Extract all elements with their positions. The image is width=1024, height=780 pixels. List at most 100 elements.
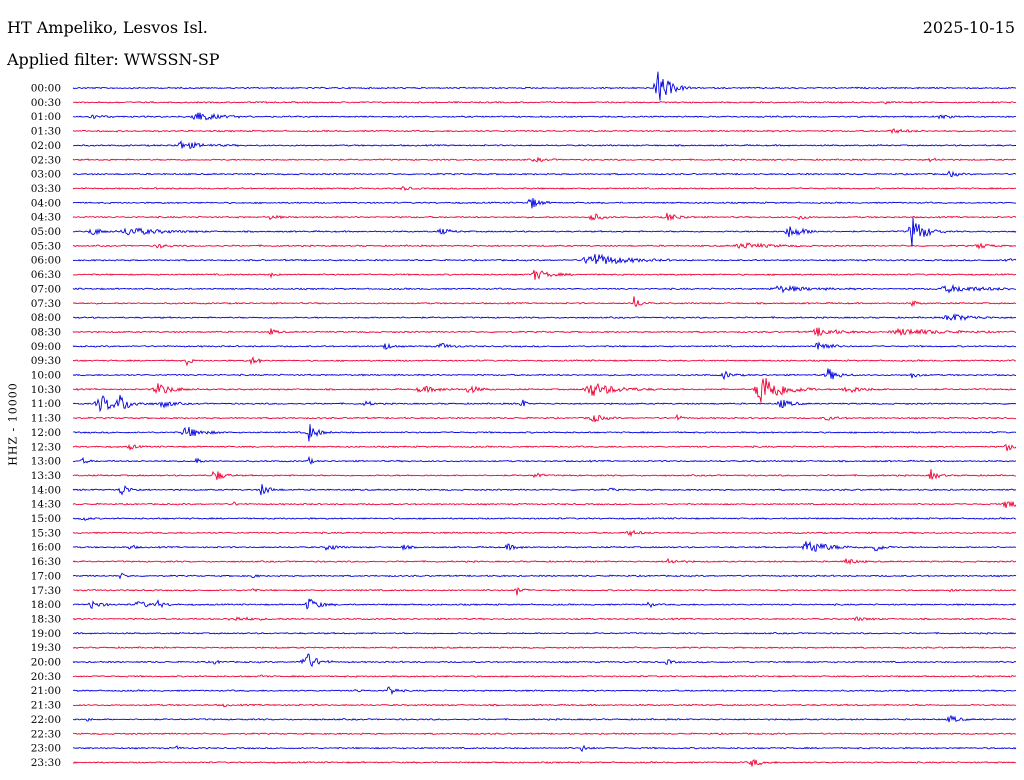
trace-1630 [72, 557, 1017, 566]
trace-1400 [72, 484, 1017, 496]
trace-0600 [72, 253, 1017, 265]
station-title: HT Ampeliko, Lesvos Isl. [7, 18, 208, 37]
trace-0530 [72, 242, 1017, 250]
trace-1830 [72, 616, 1017, 622]
row-time-label: 09:30 [31, 355, 61, 367]
row-time-label: 14:30 [31, 499, 61, 511]
row-time-label: 17:00 [31, 570, 61, 582]
row-time-label: 08:30 [31, 326, 61, 338]
row-time-label: 05:00 [31, 226, 61, 238]
row-time-label: 06:00 [31, 255, 61, 267]
trace-2000 [72, 653, 1017, 668]
trace-0400 [72, 197, 1017, 209]
row-time-label: 00:00 [31, 83, 61, 95]
row-time-label: 11:00 [31, 398, 61, 410]
trace-1800 [72, 598, 1017, 610]
trace-0000 [72, 71, 1017, 101]
trace-1730 [73, 587, 1017, 596]
trace-1200 [72, 424, 1017, 442]
trace-0130 [72, 128, 1017, 135]
trace-0830 [72, 327, 1017, 337]
trace-0030 [72, 100, 1017, 105]
row-time-label: 11:30 [31, 413, 61, 425]
row-time-label: 15:00 [31, 513, 61, 525]
row-time-label: 19:30 [31, 642, 61, 654]
row-time-label: 16:00 [31, 542, 61, 554]
trace-1300 [72, 455, 1017, 465]
record-date: 2025-10-15 [922, 18, 1015, 37]
trace-2130 [72, 703, 1017, 708]
filter-label: Applied filter: WWSSN-SP [7, 50, 220, 69]
row-time-label: 01:30 [31, 126, 61, 138]
row-time-label: 04:00 [31, 197, 61, 209]
trace-0900 [72, 341, 1017, 350]
trace-2100 [72, 686, 1017, 696]
trace-1930 [72, 646, 1017, 650]
row-time-label: 09:00 [31, 341, 61, 353]
trace-1600 [72, 540, 1017, 552]
trace-1130 [72, 413, 1017, 423]
trace-1700 [72, 572, 1017, 580]
trace-2230 [72, 732, 1017, 736]
trace-0230 [72, 156, 1017, 163]
row-time-label: 23:30 [31, 757, 61, 769]
row-time-label: 14:00 [31, 484, 61, 496]
trace-2030 [72, 674, 1017, 678]
row-time-label: 16:30 [31, 556, 61, 568]
trace-0300 [72, 170, 1017, 178]
trace-0500 [72, 217, 1017, 247]
row-time-label: 13:30 [31, 470, 61, 482]
trace-1530 [72, 529, 1017, 538]
row-time-label: 10:30 [31, 384, 61, 396]
row-time-label: 05:30 [31, 240, 61, 252]
trace-0430 [72, 212, 1017, 222]
trace-2300 [72, 744, 1017, 753]
trace-0630 [72, 270, 1017, 280]
row-labels: 00:00 00:30 01:00 01:30 02:00 02:30 03:00 03:30… [31, 83, 61, 769]
row-time-label: 13:00 [31, 456, 61, 468]
row-time-label: 12:00 [31, 427, 61, 439]
trace-1430 [72, 500, 1017, 508]
trace-1500 [72, 517, 1017, 521]
row-time-label: 12:30 [31, 441, 61, 453]
trace-0700 [72, 283, 1017, 294]
row-time-label: 04:30 [31, 212, 61, 224]
row-time-label: 23:00 [31, 743, 61, 755]
seismic-traces [72, 71, 1017, 767]
row-time-label: 00:30 [31, 97, 61, 109]
trace-1000 [72, 368, 1017, 381]
row-time-label: 20:30 [31, 671, 61, 683]
row-time-label: 03:30 [31, 183, 61, 195]
row-time-label: 01:00 [31, 111, 61, 123]
trace-0730 [72, 296, 1017, 308]
row-time-label: 15:30 [31, 527, 61, 539]
trace-1900 [72, 631, 1017, 635]
trace-0100 [72, 112, 1017, 121]
row-time-label: 06:30 [31, 269, 61, 281]
trace-1330 [72, 469, 1017, 480]
row-time-label: 20:00 [31, 657, 61, 669]
row-time-label: 07:30 [31, 298, 61, 310]
row-time-label: 22:30 [31, 728, 61, 740]
row-time-label: 21:30 [31, 700, 61, 712]
row-time-label: 07:00 [31, 283, 61, 295]
trace-1100 [72, 395, 1017, 413]
row-time-label: 19:00 [31, 628, 61, 640]
row-time-label: 18:00 [31, 599, 61, 611]
row-time-label: 08:00 [31, 312, 61, 324]
row-time-label: 03:00 [31, 169, 61, 181]
trace-1230 [72, 443, 1017, 452]
row-time-label: 02:30 [31, 154, 61, 166]
row-time-label: 22:00 [31, 714, 61, 726]
trace-0800 [72, 313, 1017, 322]
trace-0930 [72, 356, 1017, 367]
row-time-label: 17:30 [31, 585, 61, 597]
row-time-label: 21:00 [31, 685, 61, 697]
trace-2200 [72, 714, 1017, 723]
row-time-label: 02:00 [31, 140, 61, 152]
trace-0330 [72, 185, 1017, 191]
trace-0200 [72, 139, 1017, 149]
row-time-label: 10:00 [31, 370, 61, 382]
trace-2330 [72, 759, 1017, 767]
